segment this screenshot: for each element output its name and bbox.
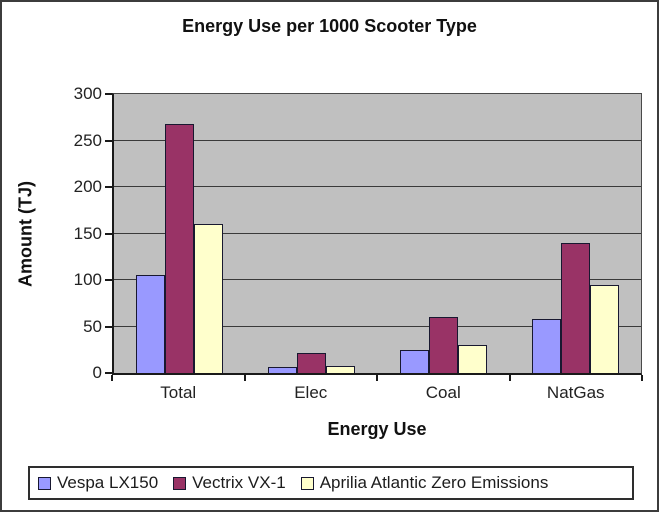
x-category-label-natgas: NatGas [546, 383, 605, 402]
bar-vespa-lx150-total [136, 275, 166, 373]
x-tick-mark [508, 375, 511, 381]
gridline-150 [114, 232, 641, 234]
x-category-label-total: Total [160, 383, 197, 402]
legend: Vespa LX150 Vectrix VX-1 Aprilia Atlantic … [28, 466, 634, 500]
y-tick-mark [105, 93, 112, 95]
bar-vectrix-vx-1-elec [297, 353, 327, 373]
bar-aprilia-atlantic-zero-emissions-natgas [589, 284, 619, 373]
bar-aprilia-atlantic-zero-emissions-coal [457, 345, 487, 373]
y-tick-label-150: 150 [73, 223, 102, 243]
bar-vespa-lx150-natgas [531, 319, 561, 373]
gridline-200 [114, 186, 641, 187]
y-tick-label-250: 250 [73, 130, 102, 150]
x-tick-mark [111, 375, 113, 381]
x-tick-mark [376, 375, 378, 381]
x-tick-mark [243, 375, 246, 381]
legend-label: Vespa LX150 [57, 473, 159, 492]
legend-swatch-icon [300, 476, 314, 490]
legend-swatch-icon [38, 476, 51, 490]
bar-group-total [114, 94, 246, 373]
x-axis-title: Energy Use [327, 419, 427, 439]
legend-item-vectrix-vx-1: Vectrix VX-1 [173, 473, 286, 493]
gridline-50 [114, 325, 641, 327]
y-tick-label-0: 0 [92, 363, 102, 382]
bar-vespa-lx150-coal [399, 349, 429, 373]
gridline-100 [114, 279, 641, 280]
bar-vespa-lx150-elec [268, 366, 298, 373]
bar-aprilia-atlantic-zero-emissions-total [194, 224, 224, 373]
legend-label: Vectrix VX-1 [192, 473, 286, 492]
y-tick-label-50: 50 [83, 316, 102, 336]
legend-item-vespa-lx150: Vespa LX150 [38, 473, 158, 493]
y-tick-mark [105, 232, 112, 235]
bar-group-elec [246, 94, 378, 373]
chart-title: Energy Use per 1000 Scooter Type [182, 16, 477, 36]
y-tick-mark [105, 372, 112, 374]
bar-vectrix-vx-1-coal [428, 317, 458, 373]
bar-vectrix-vx-1-total [165, 123, 195, 373]
x-category-label-elec: Elec [294, 383, 328, 402]
gridline-250 [114, 139, 641, 141]
y-tick-label-300: 300 [73, 84, 102, 103]
bar-vectrix-vx-1-natgas [560, 242, 590, 373]
y-axis-title: Amount (TJ) [15, 181, 36, 287]
bar-group-coal [378, 94, 510, 373]
legend-item-aprilia-atlantic-zero-emissions: Aprilia Atlantic Zero Emissions [300, 473, 549, 493]
legend-label: Aprilia Atlantic Zero Emissions [319, 473, 549, 492]
plot-area [112, 93, 642, 375]
y-tick-mark [105, 186, 112, 188]
y-tick-mark [105, 139, 112, 142]
y-tick-label-100: 100 [73, 270, 102, 289]
legend-swatch-icon [173, 476, 187, 490]
x-tick-mark [641, 375, 643, 381]
x-category-label-coal: Coal [425, 383, 461, 402]
bar-group-natgas [509, 94, 641, 373]
y-tick-mark [105, 279, 112, 281]
bar-aprilia-atlantic-zero-emissions-elec [326, 365, 356, 373]
y-tick-mark [105, 325, 112, 328]
y-tick-label-200: 200 [73, 177, 102, 196]
